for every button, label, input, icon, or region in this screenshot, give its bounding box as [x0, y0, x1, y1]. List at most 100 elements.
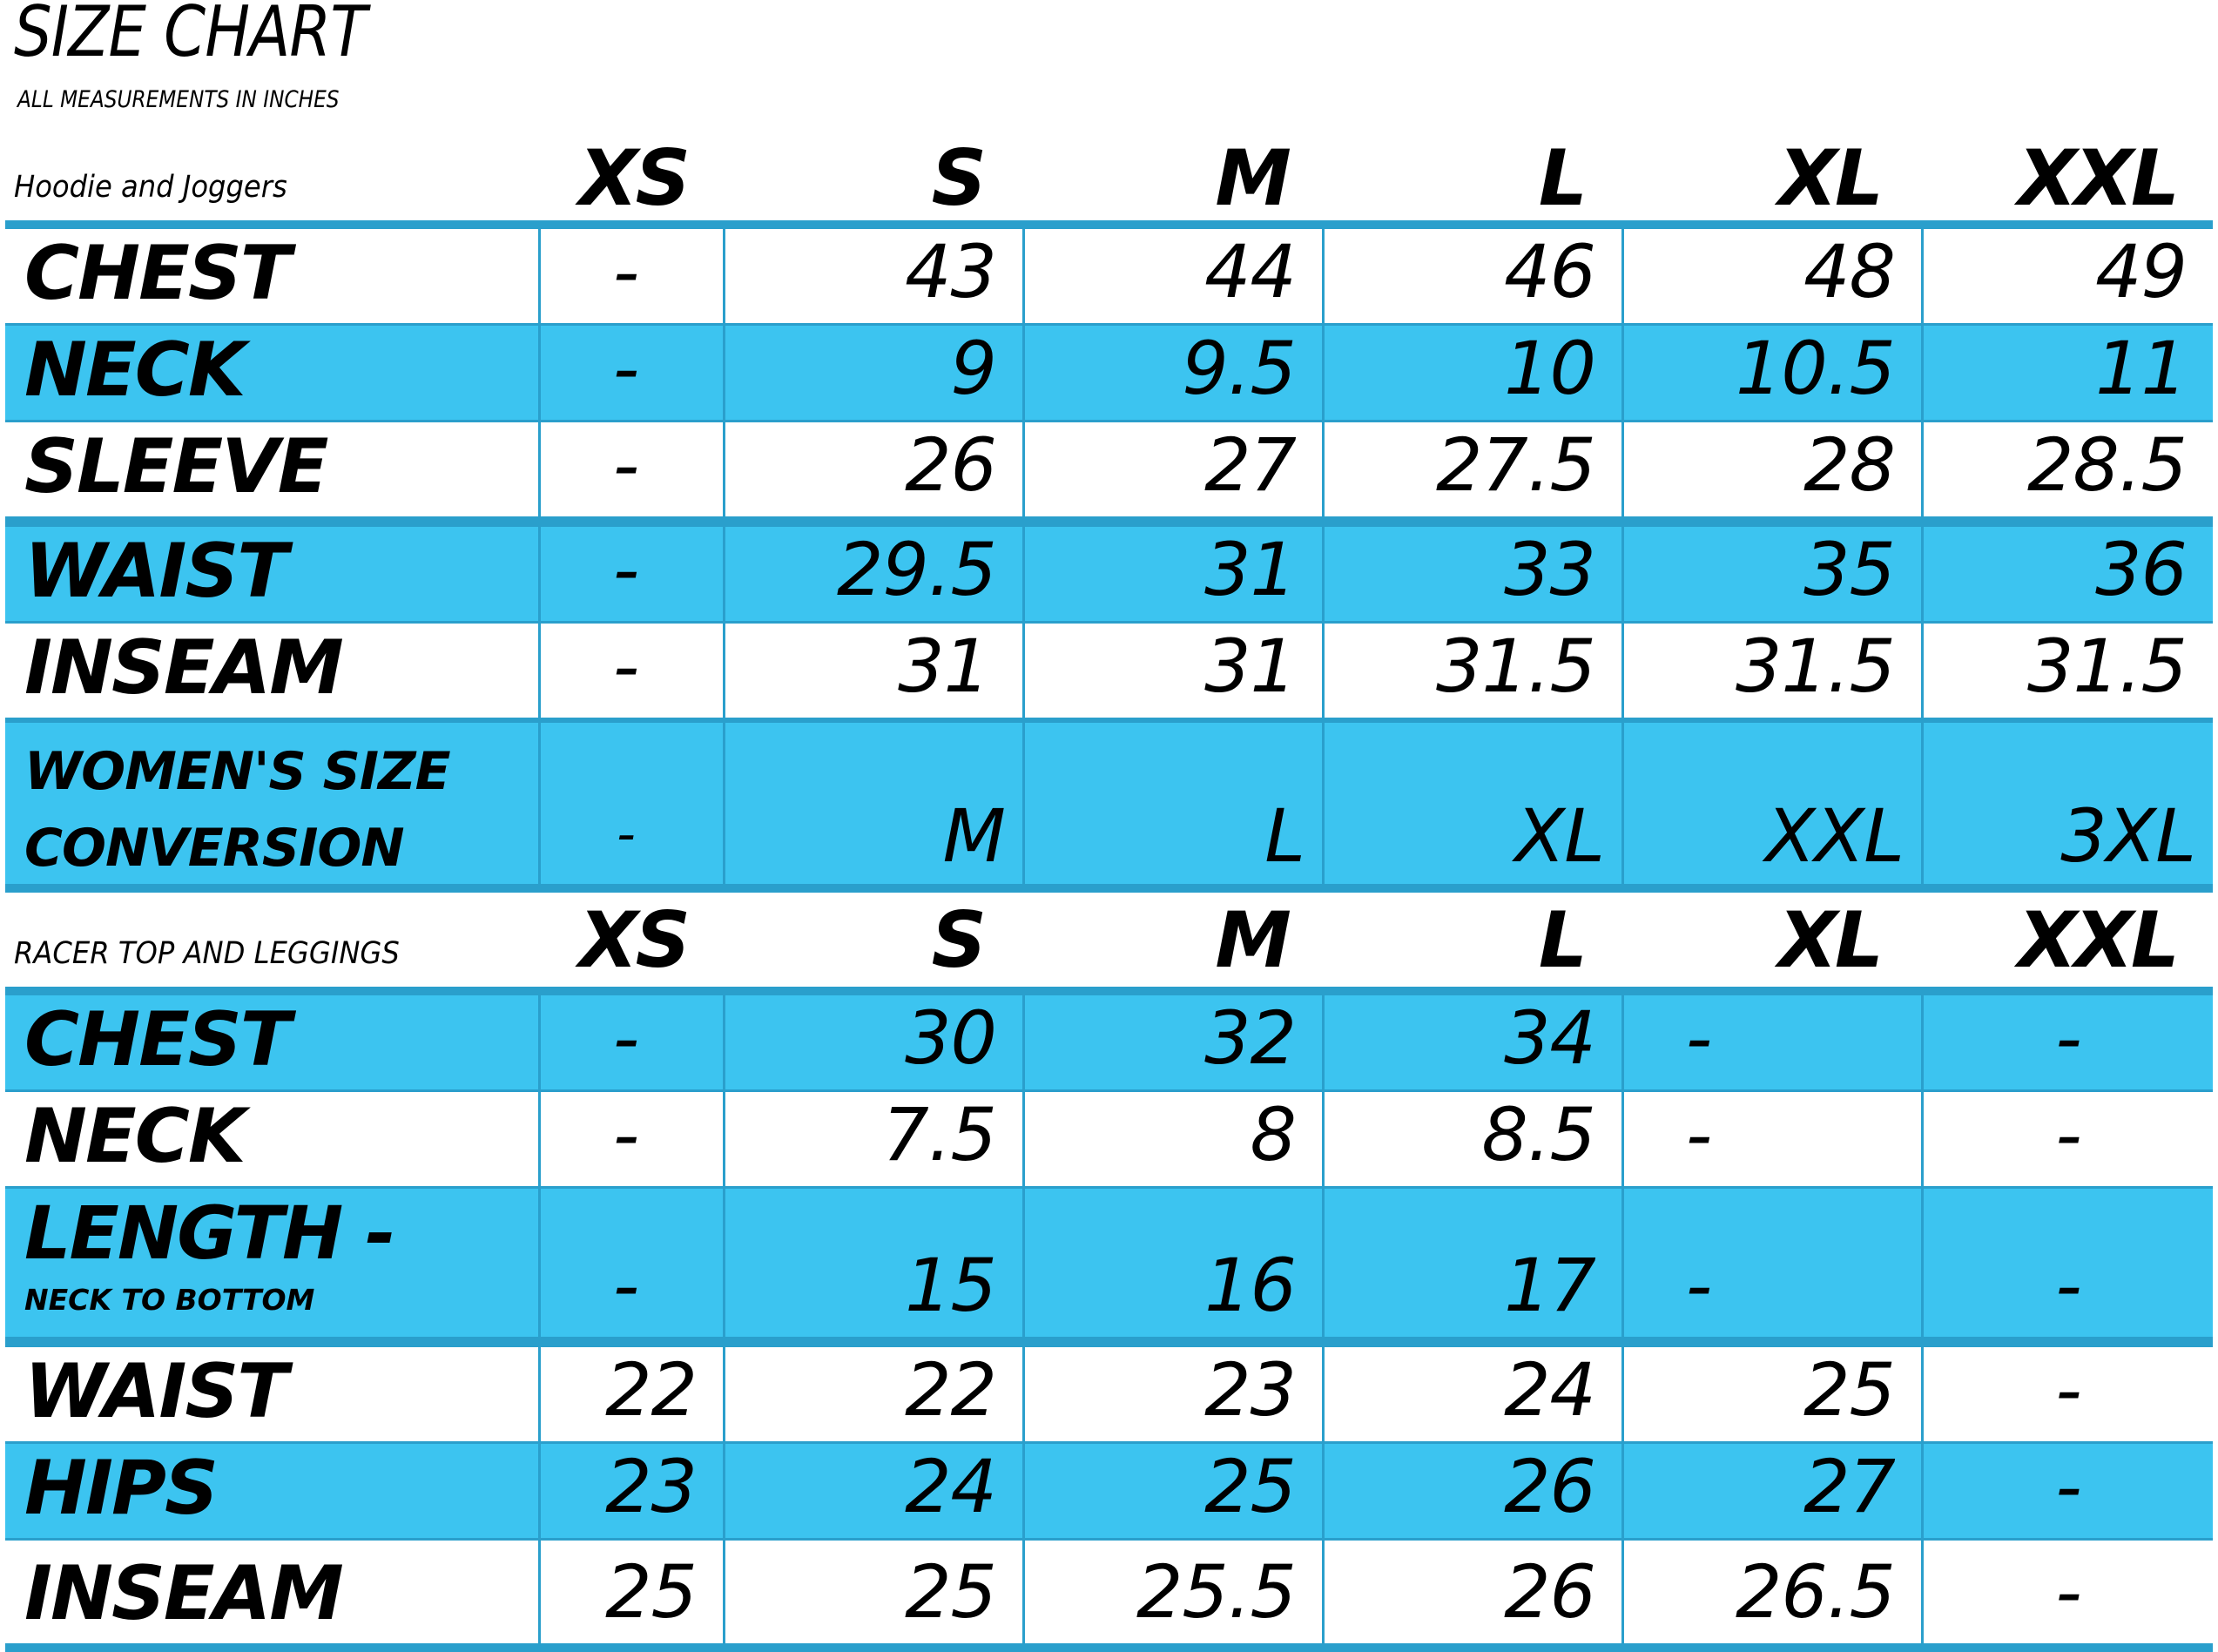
cell-value: 25	[1803, 1347, 1896, 1433]
cell-value: -	[2055, 1243, 2081, 1328]
cell-value: 49	[2095, 229, 2188, 314]
cell-value: 26.5	[1735, 1549, 1896, 1635]
row-label: WAIST	[24, 528, 288, 615]
cell-value: 27.5	[1435, 422, 1596, 508]
cell-value: -	[612, 422, 639, 508]
size-header-row: XS S M L XL XXL	[0, 893, 2218, 988]
cell-value: 34	[1504, 995, 1596, 1081]
table-row: WAIST 22 22 23 24 25 -	[5, 1347, 2213, 1441]
row-label-line1: LENGTH -	[24, 1190, 395, 1276]
row-label-line2: NECK TO BOTTOM	[24, 1283, 315, 1317]
cell-value: -	[2055, 1092, 2081, 1177]
cell-value: -	[612, 1092, 639, 1177]
cell-value: 27	[1803, 1444, 1896, 1529]
cell-value: 22	[605, 1347, 698, 1433]
table-row: WAIST - 29.5 31 33 35 36	[5, 527, 2213, 621]
row-label-line1: WOMEN'S SIZE	[24, 741, 451, 802]
cell-value: 23	[1204, 1347, 1297, 1433]
cell-value: -	[2055, 1549, 2081, 1635]
cell-value: 31	[898, 624, 990, 709]
table-row: NECK - 9 9.5 10 10.5 11	[5, 326, 2213, 420]
table-row: SLEEVE - 26 27 27.5 28 28.5	[5, 422, 2213, 516]
cell-value: 26	[1504, 1444, 1596, 1529]
cell-value: -	[612, 624, 639, 709]
cell-value: L	[1264, 793, 1305, 879]
row-label: NECK	[24, 1093, 246, 1180]
cell-value: 11	[2095, 326, 2188, 411]
table-row: INSEAM 25 25 25.5 26 26.5 -	[5, 1541, 2213, 1643]
cell-value: 28.5	[2026, 422, 2188, 508]
size-s: S	[931, 895, 987, 985]
cell-value: 7.5	[882, 1092, 997, 1177]
row-label-line2: CONVERSION	[24, 818, 405, 879]
cell-value: 31.5	[2026, 624, 2188, 709]
cell-value: 25	[605, 1549, 698, 1635]
cell-value: 24	[905, 1444, 997, 1529]
racer-leggings-table: CHEST - 30 32 34 - - NECK - 7.5 8 8.5 - …	[5, 987, 2213, 1652]
table-row: HIPS 23 24 25 26 27 -	[5, 1444, 2213, 1538]
cell-value: 17	[1504, 1243, 1596, 1328]
cell-value: 16	[1204, 1243, 1297, 1328]
cell-value: 26	[1504, 1549, 1596, 1635]
cell-value: -	[612, 527, 639, 612]
cell-value: XL	[1514, 793, 1605, 879]
cell-value: 31	[1204, 527, 1297, 612]
size-xl: XL	[1778, 895, 1884, 985]
cell-value: -	[612, 995, 639, 1081]
cell-value: 36	[2095, 527, 2188, 612]
cell-value: M	[942, 793, 1006, 879]
row-label: WAIST	[24, 1348, 288, 1435]
row-label: SLEEVE	[24, 423, 329, 510]
cell-value: -	[1685, 1243, 1712, 1328]
cell-value: 28	[1803, 422, 1896, 508]
cell-value: -	[1685, 995, 1712, 1081]
size-xl: XL	[1778, 133, 1884, 223]
size-l: L	[1538, 895, 1588, 985]
table-row: WOMEN'S SIZE CONVERSION - M L XL XXL 3XL	[5, 723, 2213, 884]
table-row: LENGTH - NECK TO BOTTOM - 15 16 17 - -	[5, 1189, 2213, 1337]
cell-value: 44	[1204, 229, 1297, 314]
cell-value: 31.5	[1735, 624, 1896, 709]
row-label: HIPS	[24, 1445, 219, 1532]
cell-value: 8.5	[1481, 1092, 1596, 1177]
cell-value: 31.5	[1435, 624, 1596, 709]
hoodie-joggers-table: CHEST - 43 44 46 48 49 NECK - 9 9.5 10 1…	[5, 220, 2213, 893]
cell-value: 25	[1204, 1444, 1297, 1529]
cell-value: 25	[905, 1549, 997, 1635]
cell-value: -	[2055, 1347, 2081, 1433]
row-label: CHEST	[24, 230, 291, 317]
cell-value: 8	[1250, 1092, 1297, 1177]
table-row: CHEST - 30 32 34 - -	[5, 995, 2213, 1089]
row-label: INSEAM	[24, 624, 344, 711]
cell-value: -	[612, 229, 639, 314]
row-label: NECK	[24, 327, 246, 414]
cell-value: 3XL	[2060, 793, 2196, 879]
cell-value: 10.5	[1735, 326, 1896, 411]
cell-value: -	[1685, 1092, 1712, 1177]
cell-value: 23	[605, 1444, 698, 1529]
cell-value: -	[2055, 1444, 2081, 1529]
page-subtitle: ALL MEASUREMENTS IN INCHES	[17, 86, 340, 113]
cell-value: 43	[905, 229, 997, 314]
cell-value: 24	[1504, 1347, 1596, 1433]
table-row: NECK - 7.5 8 8.5 - -	[5, 1092, 2213, 1186]
cell-value: 10	[1504, 326, 1596, 411]
cell-value: 27	[1204, 422, 1297, 508]
section-title-racer-top-leggings: RACER TOP AND LEGGINGS	[14, 936, 400, 971]
size-xs: XS	[578, 133, 691, 223]
cell-value: 22	[905, 1347, 997, 1433]
size-xxl: XXL	[2018, 895, 2180, 985]
cell-value: 9	[950, 326, 997, 411]
cell-value: 26	[905, 422, 997, 508]
cell-value: 9.5	[1182, 326, 1297, 411]
cell-value: 29.5	[836, 527, 997, 612]
cell-value: 46	[1504, 229, 1596, 314]
size-m: M	[1215, 895, 1291, 985]
size-m: M	[1215, 133, 1291, 223]
table-row: CHEST - 43 44 46 48 49	[5, 229, 2213, 323]
section-title-hoodie-joggers: Hoodie and Joggers	[14, 170, 287, 205]
cell-value: -	[612, 1243, 639, 1328]
cell-value: 48	[1803, 229, 1896, 314]
cell-value: 33	[1504, 527, 1596, 612]
size-xxl: XXL	[2018, 133, 2180, 223]
